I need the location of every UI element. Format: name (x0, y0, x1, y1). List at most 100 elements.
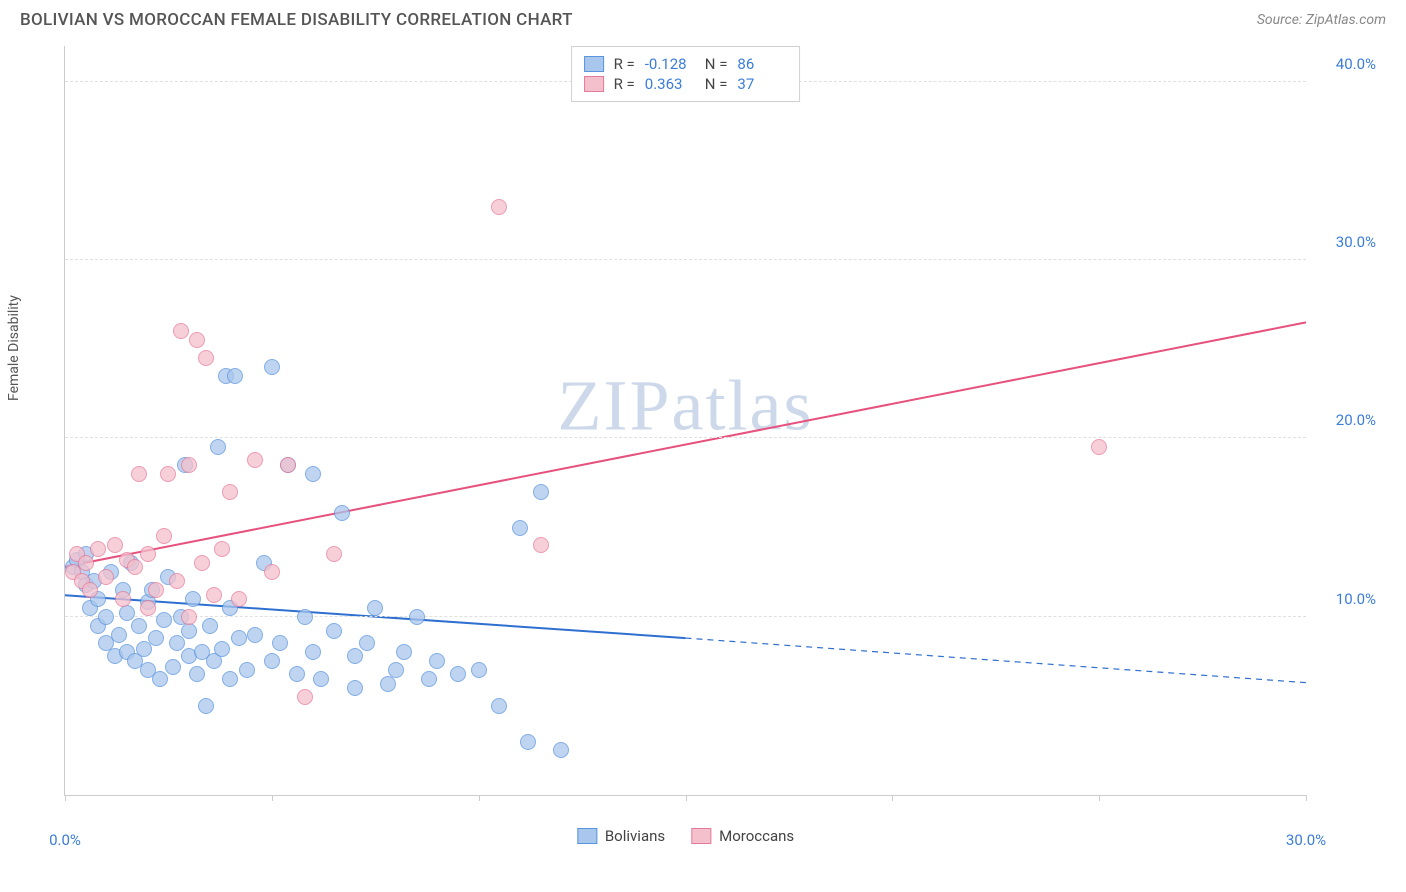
x-tick (1306, 795, 1307, 801)
data-point (227, 368, 243, 384)
data-point (115, 591, 131, 607)
data-point (264, 653, 280, 669)
data-point (194, 555, 210, 571)
data-point (380, 676, 396, 692)
data-point (222, 671, 238, 687)
data-point (421, 671, 437, 687)
legend-label-moroccans: Moroccans (719, 827, 794, 845)
trend-lines (65, 46, 1306, 795)
x-tick (892, 795, 893, 801)
x-tick (1099, 795, 1100, 801)
data-point (214, 541, 230, 557)
data-point (169, 573, 185, 589)
data-point (491, 199, 507, 215)
data-point (90, 541, 106, 557)
data-point (189, 666, 205, 682)
data-point (347, 680, 363, 696)
data-point (231, 591, 247, 607)
swatch-bolivians (584, 56, 604, 72)
gridline (65, 259, 1306, 260)
data-point (165, 659, 181, 675)
data-point (409, 609, 425, 625)
data-point (289, 666, 305, 682)
data-point (305, 644, 321, 660)
series-legend: Bolivians Moroccans (577, 827, 794, 845)
data-point (198, 350, 214, 366)
data-point (297, 609, 313, 625)
data-point (1091, 439, 1107, 455)
data-point (305, 466, 321, 482)
data-point (111, 627, 127, 643)
x-tick (686, 795, 687, 801)
swatch-bolivians-icon (577, 828, 597, 844)
legend-row-moroccans: R = 0.363 N = 37 (584, 75, 788, 93)
data-point (181, 609, 197, 625)
data-point (388, 662, 404, 678)
legend-label-bolivians: Bolivians (605, 827, 665, 845)
plot-area: ZIPatlas R = -0.128 N = 86 R = 0.363 N =… (64, 46, 1306, 796)
legend-item-bolivians: Bolivians (577, 827, 665, 845)
legend-item-moroccans: Moroccans (691, 827, 794, 845)
data-point (222, 484, 238, 500)
y-tick-label: 10.0% (1316, 590, 1376, 608)
x-tick (65, 795, 66, 801)
data-point (202, 618, 218, 634)
data-point (198, 698, 214, 714)
data-point (214, 641, 230, 657)
data-point (280, 457, 296, 473)
data-point (520, 734, 536, 750)
data-point (160, 466, 176, 482)
data-point (313, 671, 329, 687)
data-point (140, 600, 156, 616)
data-point (181, 457, 197, 473)
data-point (450, 666, 466, 682)
data-point (231, 630, 247, 646)
data-point (367, 600, 383, 616)
x-tick-label: 30.0% (1286, 831, 1326, 849)
y-tick-label: 20.0% (1316, 411, 1376, 429)
y-tick-label: 40.0% (1316, 55, 1376, 73)
data-point (326, 623, 342, 639)
data-point (127, 559, 143, 575)
data-point (326, 546, 342, 562)
data-point (297, 689, 313, 705)
data-point (533, 537, 549, 553)
x-tick-label: 0.0% (49, 831, 81, 849)
data-point (533, 484, 549, 500)
data-point (491, 698, 507, 714)
data-point (140, 546, 156, 562)
data-point (78, 555, 94, 571)
data-point (359, 635, 375, 651)
data-point (156, 528, 172, 544)
data-point (148, 630, 164, 646)
data-point (152, 671, 168, 687)
data-point (107, 537, 123, 553)
watermark: ZIPatlas (558, 364, 814, 447)
data-point (173, 323, 189, 339)
data-point (189, 332, 205, 348)
data-point (264, 564, 280, 580)
legend-row-bolivians: R = -0.128 N = 86 (584, 55, 788, 73)
gridline (65, 437, 1306, 438)
x-tick (272, 795, 273, 801)
data-point (156, 612, 172, 628)
swatch-moroccans (584, 76, 604, 92)
data-point (239, 662, 255, 678)
data-point (334, 505, 350, 521)
chart-title: BOLIVIAN VS MOROCCAN FEMALE DISABILITY C… (20, 10, 573, 30)
data-point (119, 605, 135, 621)
data-point (82, 582, 98, 598)
swatch-moroccans-icon (691, 828, 711, 844)
source-credit: Source: ZipAtlas.com (1257, 12, 1386, 28)
data-point (206, 587, 222, 603)
gridline (65, 616, 1306, 617)
data-point (396, 644, 412, 660)
data-point (131, 466, 147, 482)
data-point (247, 452, 263, 468)
data-point (512, 520, 528, 536)
data-point (98, 569, 114, 585)
correlation-legend: R = -0.128 N = 86 R = 0.363 N = 37 (571, 46, 801, 102)
data-point (169, 635, 185, 651)
data-point (429, 653, 445, 669)
data-point (264, 359, 280, 375)
